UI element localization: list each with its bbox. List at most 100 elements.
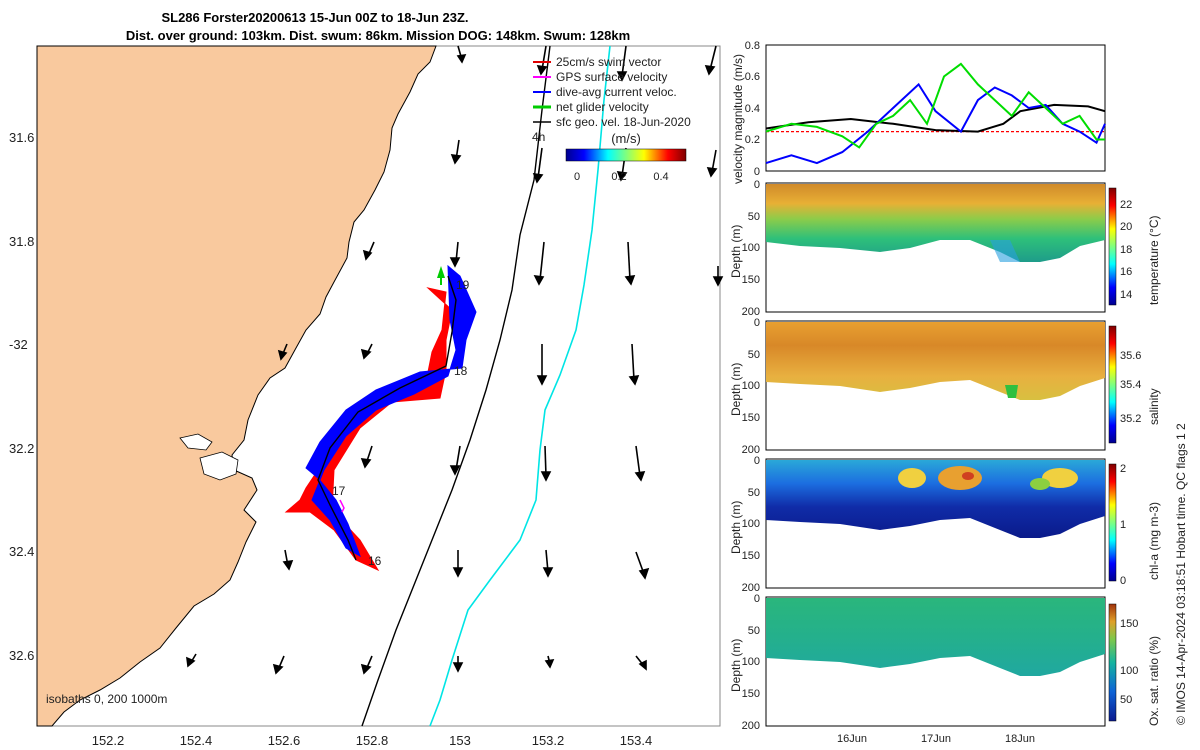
temp-cb-tick: 16 bbox=[1120, 266, 1132, 278]
lat-tick: 32.2 bbox=[9, 441, 34, 456]
isobath-label: isobaths 0, 200 1000m bbox=[46, 692, 167, 706]
chla-cb-tick: 1 bbox=[1120, 519, 1126, 531]
velocity-axes bbox=[765, 44, 1106, 172]
depth-tick: 200 bbox=[742, 582, 760, 594]
vel-ytick: 0.4 bbox=[745, 103, 760, 115]
legend-geo: sfc geo. vel. 18-Jun-2020 bbox=[556, 115, 691, 129]
depth-ylabel: Depth (m) bbox=[729, 363, 743, 416]
vel-ytick: 0.8 bbox=[745, 40, 760, 52]
depth-tick: 100 bbox=[742, 380, 760, 392]
depth-tick: 50 bbox=[748, 487, 760, 499]
chla-hotspots bbox=[898, 466, 1078, 490]
day-label-19: 19 bbox=[456, 278, 470, 292]
depth-ylabel: Depth (m) bbox=[729, 639, 743, 692]
isobath-current bbox=[429, 45, 611, 727]
map-legend: 25cm/s swim vector GPS surface velocity … bbox=[532, 55, 691, 144]
vel-ytick: 0.2 bbox=[745, 134, 760, 146]
depth-ylabel: Depth (m) bbox=[729, 501, 743, 554]
depth-tick: 200 bbox=[742, 306, 760, 318]
map-colorbar-title: (m/s) bbox=[611, 131, 641, 146]
lon-tick: 152.6 bbox=[268, 733, 301, 748]
vel-ytick: 0 bbox=[754, 166, 760, 178]
legend-extra: 4h bbox=[532, 130, 545, 144]
depth-tick: 100 bbox=[742, 242, 760, 254]
legend-net: net glider velocity bbox=[556, 100, 649, 114]
vel-ylabel: velocity magnitude (m/s) bbox=[731, 54, 745, 184]
depth-tick: 100 bbox=[742, 656, 760, 668]
chla-colorbar bbox=[1108, 463, 1117, 582]
map-colorbar-tick: 0.4 bbox=[653, 171, 668, 183]
glider-track-blue bbox=[305, 264, 477, 558]
lat-tick: 31.6 bbox=[9, 130, 34, 145]
depth-tick: 50 bbox=[748, 211, 760, 223]
depth-tick: 150 bbox=[742, 550, 760, 562]
lon-tick: 152.2 bbox=[92, 733, 125, 748]
depth-tick: 200 bbox=[742, 720, 760, 732]
salinity-colorbar bbox=[1108, 325, 1117, 444]
sal-cb-tick: 35.2 bbox=[1120, 413, 1141, 425]
ox-cb-tick: 50 bbox=[1120, 694, 1132, 706]
lat-tick: -32 bbox=[9, 337, 28, 352]
day-label-18: 18 bbox=[454, 364, 468, 378]
lon-tick: 152.4 bbox=[180, 733, 213, 748]
depth-tick: 0 bbox=[754, 179, 760, 191]
temperature-colorbar bbox=[1108, 187, 1117, 306]
oxygen-panel: 150 100 50 Ox. sat. ratio (%) Depth (m) … bbox=[729, 593, 1161, 745]
legend-dive-avg: dive-avg current veloc. bbox=[556, 85, 677, 99]
map-colorbar bbox=[565, 148, 687, 162]
side-note: © IMOS 14-Apr-2024 03:18:51 Hobart time.… bbox=[1174, 423, 1188, 725]
chla-cb-tick: 0 bbox=[1120, 575, 1126, 587]
temp-cb-tick: 20 bbox=[1120, 221, 1132, 233]
velocity-series-line bbox=[765, 103, 1106, 133]
map-land bbox=[36, 45, 437, 727]
map-panel: 19 18 17 16 bbox=[9, 45, 724, 748]
ox-cb-tick: 100 bbox=[1120, 665, 1138, 677]
temp-cb-label: temperature (°C) bbox=[1147, 216, 1161, 306]
time-tick: 18Jun bbox=[1005, 733, 1035, 745]
depth-tick: 50 bbox=[748, 625, 760, 637]
sal-cb-label: salinity bbox=[1147, 388, 1161, 425]
map-lake bbox=[199, 451, 239, 481]
time-tick: 17Jun bbox=[921, 733, 951, 745]
depth-tick: 200 bbox=[742, 444, 760, 456]
lon-tick: 152.8 bbox=[356, 733, 389, 748]
day-label-17: 17 bbox=[332, 484, 346, 498]
time-tick: 16Jun bbox=[837, 733, 867, 745]
lat-tick: 31.8 bbox=[9, 234, 34, 249]
sal-cb-tick: 35.6 bbox=[1120, 350, 1141, 362]
temp-cb-tick: 22 bbox=[1120, 199, 1132, 211]
lon-tick: 153.2 bbox=[532, 733, 565, 748]
chla-cb-label: chl-a (mg m-3) bbox=[1147, 502, 1161, 580]
depth-tick: 100 bbox=[742, 518, 760, 530]
map-colorbar-tick: 0 bbox=[574, 171, 580, 183]
ox-cb-tick: 150 bbox=[1120, 618, 1138, 630]
gps-surface-marker bbox=[339, 499, 345, 513]
chla-section bbox=[766, 460, 1105, 538]
sal-cb-tick: 35.4 bbox=[1120, 379, 1141, 391]
lon-tick: 153.4 bbox=[620, 733, 653, 748]
depth-tick: 150 bbox=[742, 412, 760, 424]
velocity-series-line bbox=[765, 82, 1106, 165]
net-velocity-arrow bbox=[437, 266, 445, 278]
map-colorbar-tick: 0.2 bbox=[611, 171, 626, 183]
depth-tick: 0 bbox=[754, 455, 760, 467]
lat-tick: 32.4 bbox=[9, 544, 34, 559]
title-line-2: Dist. over ground: 103km. Dist. swum: 86… bbox=[126, 28, 630, 43]
lat-tick: 32.6 bbox=[9, 648, 34, 663]
day-label-16: 16 bbox=[368, 554, 382, 568]
temp-cb-tick: 18 bbox=[1120, 244, 1132, 256]
velocity-series bbox=[765, 62, 1106, 165]
depth-ylabel: Depth (m) bbox=[729, 225, 743, 278]
velocity-series-line bbox=[765, 62, 1105, 149]
salinity-panel: 35.6 35.4 35.2 salinity Depth (m) 0 50 1… bbox=[729, 317, 1161, 456]
salinity-section bbox=[766, 322, 1105, 400]
glider-path-black bbox=[317, 275, 457, 561]
title-line-1: SL286 Forster20200613 15-Jun 00Z to 18-J… bbox=[161, 10, 468, 25]
temp-cb-tick: 14 bbox=[1120, 289, 1132, 301]
ox-cb-label: Ox. sat. ratio (%) bbox=[1147, 636, 1161, 726]
legend-gps: GPS surface velocity bbox=[556, 70, 667, 84]
depth-tick: 0 bbox=[754, 593, 760, 605]
velocity-panel: 0.8 0.6 0.4 0.2 0 velocity magnitude (m/… bbox=[731, 40, 1106, 184]
depth-tick: 0 bbox=[754, 317, 760, 329]
